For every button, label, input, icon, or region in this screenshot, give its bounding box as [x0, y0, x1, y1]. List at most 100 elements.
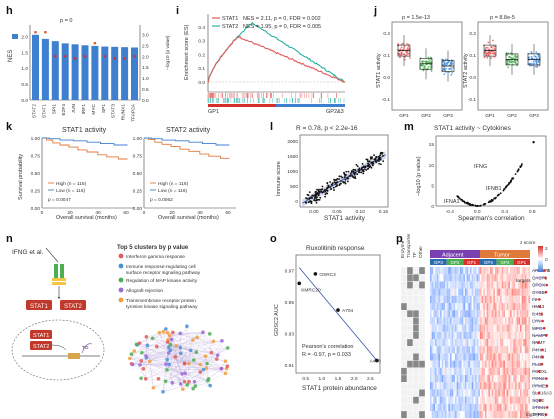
j-point	[425, 60, 428, 63]
p-heat-cell	[495, 375, 497, 383]
p-heat-cell	[493, 353, 496, 361]
p-gene-label: SLC16A3	[532, 391, 552, 396]
k-left-legend-low: Low (n = 116)	[56, 188, 86, 194]
p-heat-cell	[460, 346, 462, 354]
p-heat-cell	[458, 331, 461, 339]
p-heat-cell	[466, 346, 469, 354]
p-heat-cell	[466, 375, 469, 383]
p-heat-cell	[446, 382, 449, 390]
p-check-cell	[418, 295, 426, 304]
p-heat-cell	[528, 288, 531, 296]
p-heat-cell	[508, 353, 511, 361]
p-heat-cell	[515, 396, 517, 404]
p-heat-cell	[435, 324, 437, 332]
p-heat-cell	[451, 353, 454, 361]
p-heat-cell	[440, 339, 442, 347]
p-heat-cell	[528, 303, 531, 311]
p-heat-cell	[498, 367, 501, 375]
p-lollipop-dot	[544, 413, 548, 416]
j-point	[530, 50, 533, 53]
p-heat-cell	[440, 360, 442, 368]
p-heat-cell	[495, 267, 497, 275]
p-heat-cell	[466, 382, 469, 390]
p-heat-cell	[496, 396, 499, 404]
p-heat-cell	[456, 267, 459, 275]
p-heat-cell	[491, 274, 494, 282]
p-heat-cell	[491, 281, 494, 289]
p-heat-cell	[491, 303, 494, 311]
p-heat-cell	[441, 303, 444, 311]
p-heat-cell	[455, 317, 457, 325]
p-heat-cell	[498, 382, 501, 390]
p-heat-cell	[501, 375, 504, 383]
p-heat-cell	[443, 375, 446, 383]
p-heat-cell	[438, 303, 441, 311]
p-heat-cell	[515, 324, 517, 332]
p-heat-cell	[475, 295, 477, 303]
p-heat-cell	[430, 403, 432, 411]
j-point	[509, 61, 512, 64]
p-heat-cell	[483, 331, 486, 339]
p-heat-cell	[470, 411, 472, 419]
p-heat-cell	[506, 367, 509, 375]
k-right-legend-high: High (n = 116)	[158, 181, 189, 187]
p-heat-cell	[526, 360, 529, 368]
p-heat-cell	[475, 346, 477, 354]
n-network-node	[201, 367, 206, 372]
p-check-cell	[400, 295, 408, 304]
p-heat-cell	[518, 267, 521, 275]
p-heat-cell	[456, 310, 459, 318]
p-heat-cell	[496, 288, 499, 296]
p-heat-cell	[443, 281, 446, 289]
j-point	[507, 63, 510, 65]
p-heat-cell	[498, 389, 501, 397]
p-heat-cell	[461, 389, 464, 397]
j-point	[450, 69, 453, 71]
p-heat-cell	[515, 317, 517, 325]
p-heat-cell	[518, 317, 521, 325]
p-heat-cell	[450, 331, 452, 339]
n-network-node	[181, 387, 185, 391]
p-heat-cell	[438, 375, 441, 383]
p-heat-cell	[521, 317, 524, 325]
p-heat-cell	[446, 339, 449, 347]
p-heat-cell	[430, 375, 432, 383]
p-check-cell	[412, 274, 420, 282]
p-heat-cell	[451, 331, 454, 339]
p-heat-cell	[481, 310, 484, 318]
l-point	[355, 163, 358, 166]
p-heat-cell	[470, 389, 472, 397]
p-heat-cell	[471, 281, 474, 289]
p-heat-cell	[510, 317, 512, 325]
p-heat-cell	[490, 295, 492, 303]
p-heat-cell	[476, 411, 479, 419]
p-heat-cell	[528, 389, 531, 397]
p-heat-cell	[456, 331, 459, 339]
j-point	[484, 50, 487, 53]
p-legend-title: z score	[520, 240, 536, 246]
p-heat-cell	[515, 281, 517, 289]
p-heat-cell	[490, 267, 492, 275]
l-point	[317, 198, 320, 201]
p-heat-cell	[495, 389, 497, 397]
j-point	[486, 56, 489, 59]
p-heat-cell	[518, 411, 521, 419]
panel-label-k: k	[6, 121, 13, 133]
l-point	[318, 198, 321, 201]
l-point	[352, 168, 355, 171]
l-point	[327, 184, 330, 187]
p-heat-cell	[491, 389, 494, 397]
h-ytick-right: 0.5	[142, 87, 149, 93]
p-heat-cell	[453, 382, 456, 390]
p-heat-cell	[443, 353, 446, 361]
p-heat-cell	[458, 317, 461, 325]
p-heat-cell	[481, 375, 484, 383]
p-heat-cell	[501, 317, 504, 325]
n-network-node	[194, 350, 199, 354]
p-lollipop-dot	[537, 370, 541, 373]
p-heat-cell	[440, 353, 442, 361]
o-xlabel: STAT1 protein abundance	[302, 385, 377, 392]
l-point	[345, 170, 348, 173]
m-point-ifng	[532, 140, 535, 144]
p-heat-cell	[458, 303, 461, 311]
